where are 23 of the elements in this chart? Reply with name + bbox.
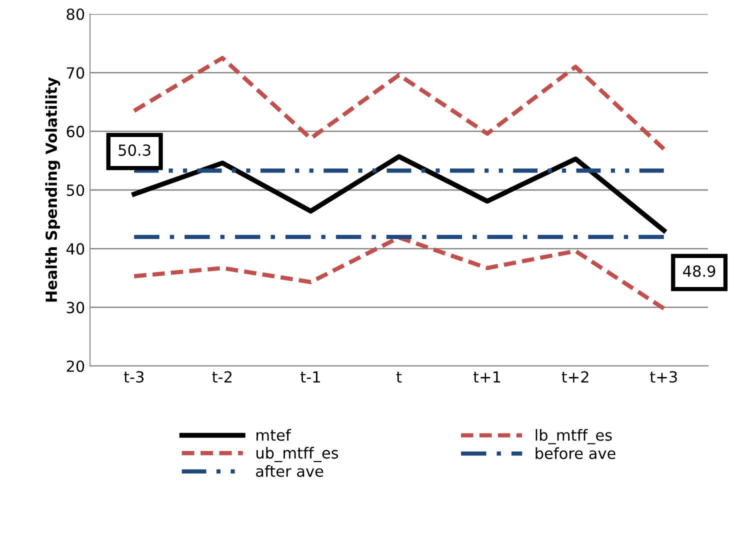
x-tick-label: t+1 — [473, 371, 500, 382]
y-tick-label: 20 — [66, 360, 84, 372]
legend-label: lb_mtff_es — [536, 429, 612, 444]
x-tick-label: t+3 — [650, 371, 677, 383]
y-tick-label: 30 — [66, 302, 84, 314]
legend-label: ub_mtff_es — [256, 446, 338, 462]
line-series — [132, 154, 666, 233]
legend-label: mtef — [256, 429, 292, 441]
y-tick-label: 40 — [66, 243, 84, 255]
annotation: 50.3 — [118, 144, 150, 156]
y-tick-label: 70 — [66, 67, 84, 79]
y-tick-label: 60 — [66, 126, 84, 138]
x-tick-label: t — [396, 372, 402, 382]
legend-label: after ave — [256, 465, 324, 477]
x-tick-label: t-2 — [212, 371, 232, 382]
x-tick-label: t-1 — [300, 371, 320, 382]
legend-label: before ave — [536, 447, 616, 460]
annotation: 48.9 — [683, 265, 716, 277]
x-tick-label: t-3 — [124, 371, 144, 383]
y-tick-label: 80 — [66, 8, 84, 20]
y-tick-label: 50 — [66, 184, 84, 196]
y-axis-title: Health Spending Volatility — [45, 77, 60, 302]
x-tick-label: t+2 — [562, 371, 588, 382]
